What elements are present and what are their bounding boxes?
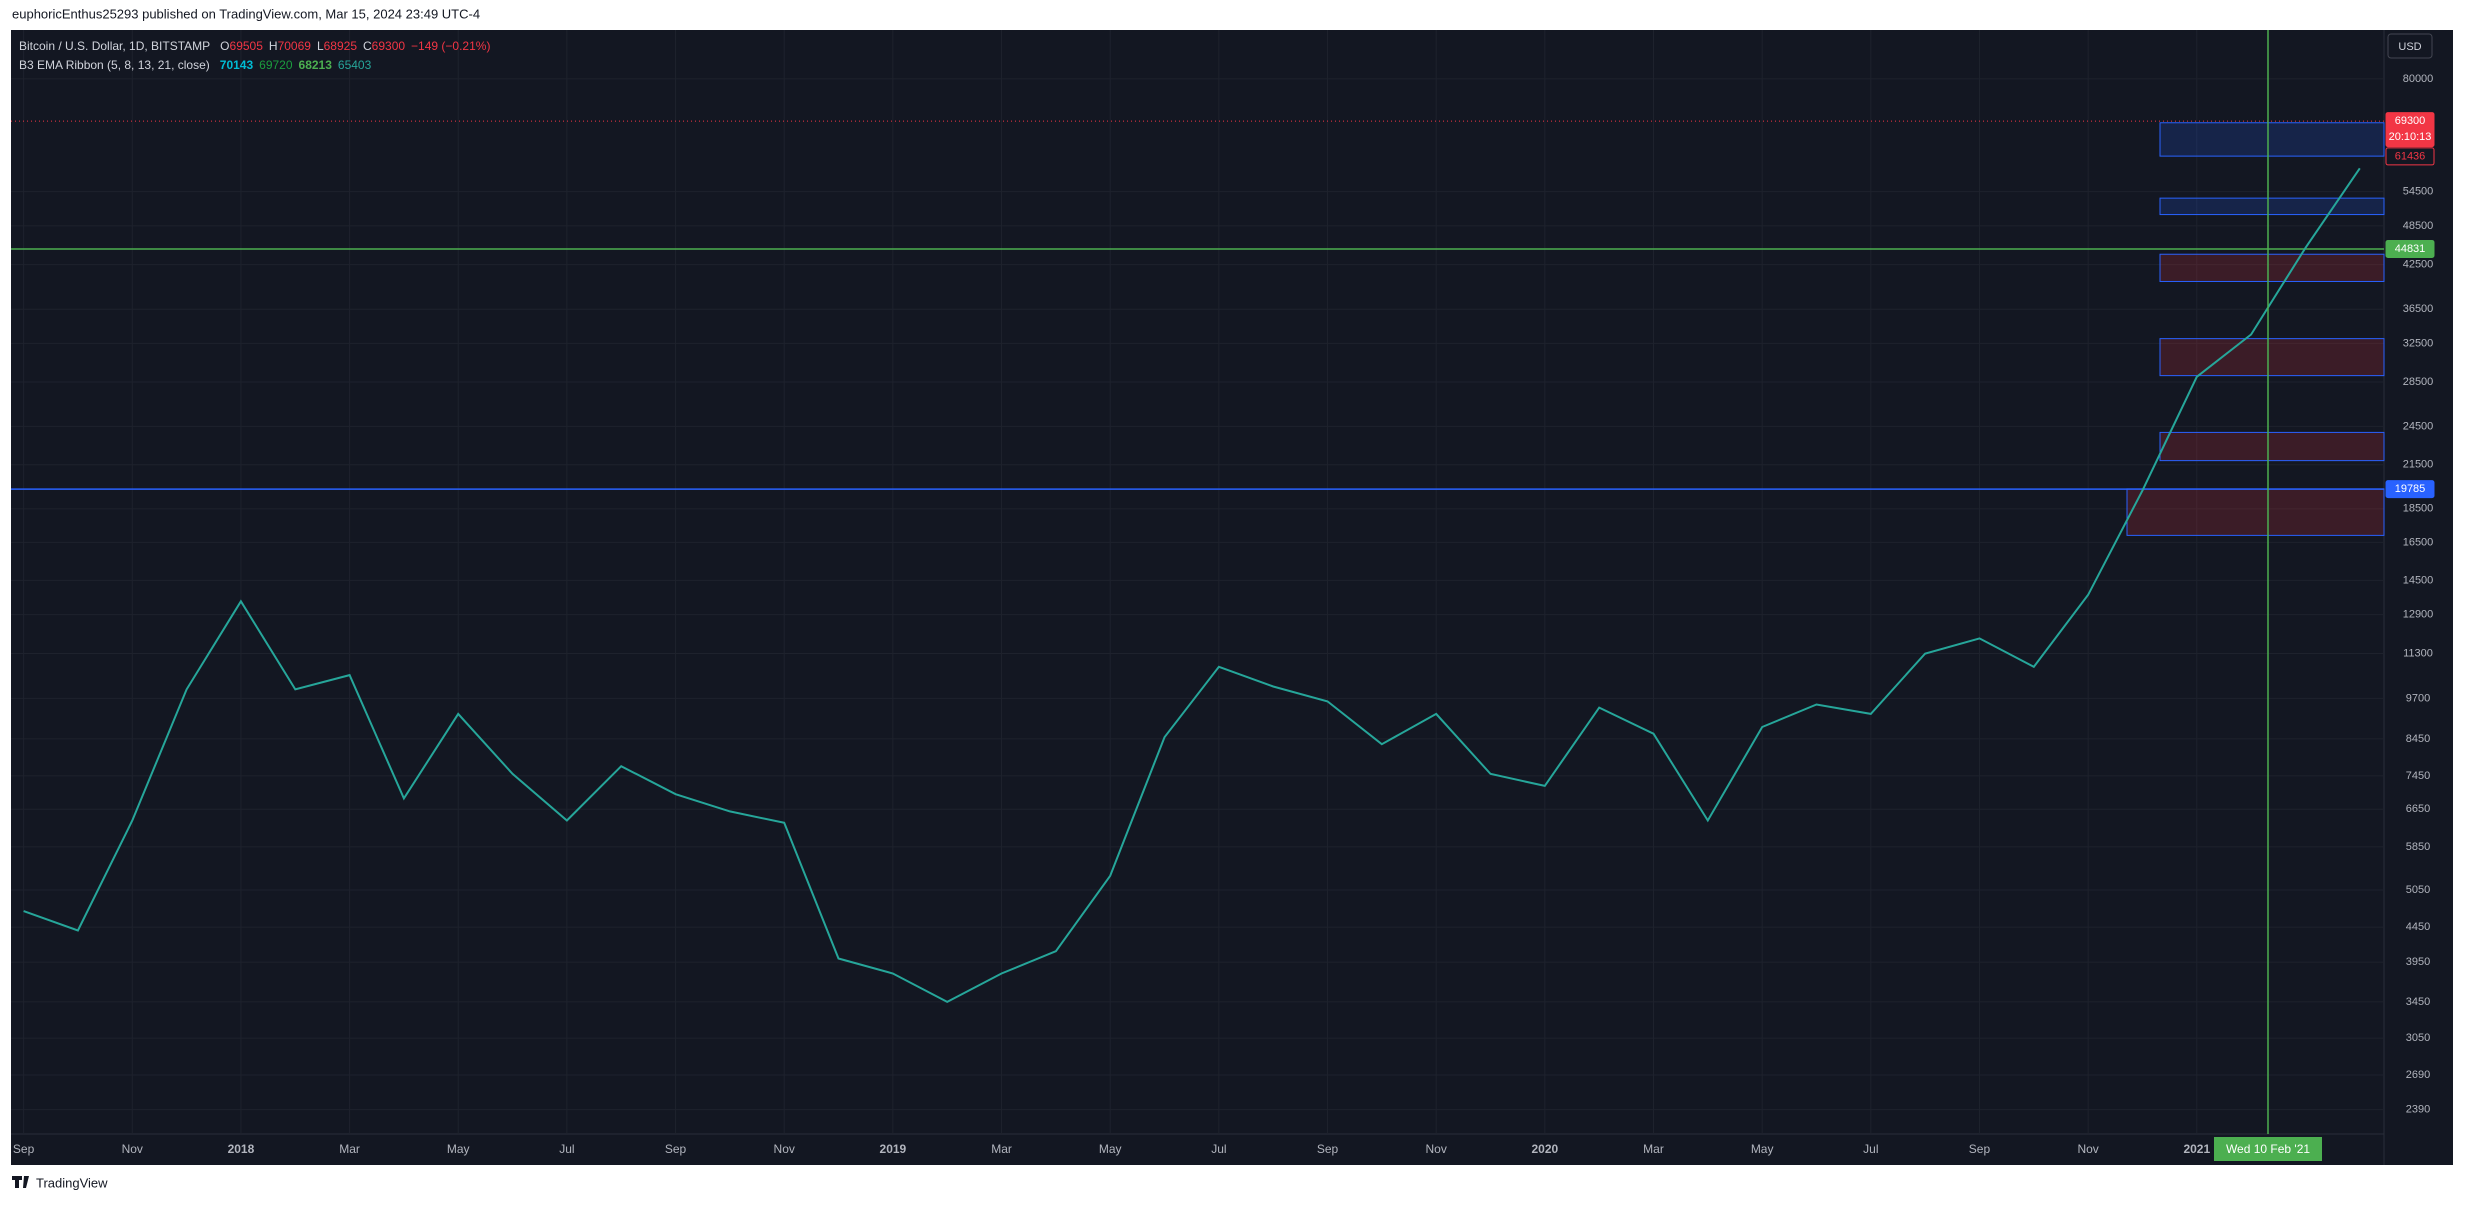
x-tick-label: May xyxy=(1751,1142,1774,1156)
crosshair-label: Wed 10 Feb '21 xyxy=(2226,1142,2310,1156)
zone xyxy=(2159,197,2385,216)
price-label-box xyxy=(2385,147,2435,166)
y-tick-label: 80000 xyxy=(2403,73,2434,85)
price-line xyxy=(23,167,2361,1004)
x-tick-label: Sep xyxy=(1969,1142,1991,1156)
y-tick-label: 3450 xyxy=(2406,996,2430,1008)
x-tick-label: Mar xyxy=(339,1142,360,1156)
currency-box[interactable] xyxy=(2387,33,2433,59)
price-label: 44831 xyxy=(2395,243,2426,255)
zone xyxy=(2159,338,2385,377)
y-tick-label: 2390 xyxy=(2406,1104,2430,1116)
brand: TradingView xyxy=(36,1175,108,1190)
zone xyxy=(2159,253,2385,282)
y-tick-label: 14500 xyxy=(2403,574,2434,586)
y-tick-label: 42500 xyxy=(2403,259,2434,271)
series-name: Bitcoin / U.S. Dollar, 1D, BITSTAMP xyxy=(19,39,210,53)
y-tick-label: 6650 xyxy=(2406,803,2430,815)
x-tick-label: Nov xyxy=(774,1142,795,1156)
x-tick-label: Nov xyxy=(122,1142,143,1156)
ohlc-value: 70069 xyxy=(278,39,312,53)
y-tick-label: 48500 xyxy=(2403,220,2434,232)
zone xyxy=(2159,122,2385,157)
y-tick-label: 54500 xyxy=(2403,186,2434,198)
y-tick-label: 21500 xyxy=(2403,459,2434,471)
x-tick-label: Nov xyxy=(1426,1142,1447,1156)
y-tick-label: 3050 xyxy=(2406,1032,2430,1044)
logo xyxy=(12,1176,29,1188)
ohlc-key: L xyxy=(317,39,324,53)
countdown: 20:10:13 xyxy=(2389,131,2432,143)
x-tick-label: Mar xyxy=(1643,1142,1664,1156)
y-tick-label: 12900 xyxy=(2403,609,2434,621)
x-tick-label: 2020 xyxy=(1531,1142,1558,1156)
x-tick-label: Sep xyxy=(13,1142,35,1156)
price-label: 19785 xyxy=(2395,483,2426,495)
change: −149 (−0.21%) xyxy=(411,39,490,53)
y-tick-label: 8450 xyxy=(2406,733,2430,745)
zone xyxy=(2159,431,2385,462)
indicator-value: 68213 xyxy=(299,58,333,72)
price-label: 69300 xyxy=(2395,115,2426,127)
y-tick-label: 36500 xyxy=(2403,303,2434,315)
price-label-box xyxy=(2385,112,2435,148)
ohlc-key: O xyxy=(220,39,229,53)
x-tick-label: Sep xyxy=(1317,1142,1339,1156)
x-tick-label: Sep xyxy=(665,1142,687,1156)
ohlc-key: H xyxy=(269,39,278,53)
y-tick-label: 3950 xyxy=(2406,956,2430,968)
y-tick-label: 32500 xyxy=(2403,337,2434,349)
publisher: euphoricEnthus25293 published on Trading… xyxy=(12,6,480,21)
x-tick-label: Jul xyxy=(1863,1142,1878,1156)
x-tick-label: Jul xyxy=(1211,1142,1226,1156)
x-tick-label: 2018 xyxy=(228,1142,255,1156)
chart-bg xyxy=(11,30,2453,1165)
indicator-value: 65403 xyxy=(338,58,372,72)
zone xyxy=(2126,488,2385,536)
x-tick-label: Jul xyxy=(559,1142,574,1156)
x-tick-label: May xyxy=(447,1142,470,1156)
price-label-box xyxy=(2385,239,2435,258)
price-label: 61436 xyxy=(2395,150,2426,162)
indicator-name: B3 EMA Ribbon (5, 8, 13, 21, close) xyxy=(19,58,210,72)
indicator-value: 69720 xyxy=(259,58,293,72)
x-tick-label: 2019 xyxy=(880,1142,907,1156)
indicator-value: 70143 xyxy=(220,58,254,72)
y-tick-label: 5850 xyxy=(2406,841,2430,853)
y-tick-label: 16500 xyxy=(2403,536,2434,548)
y-tick-label: 11300 xyxy=(2403,647,2433,659)
y-tick-label: 7450 xyxy=(2406,770,2430,782)
indicator-legend: B3 EMA Ribbon (5, 8, 13, 21, close) 70143… xyxy=(19,58,372,72)
x-tick-label: Mar xyxy=(991,1142,1012,1156)
x-tick-label: 2021 xyxy=(2183,1142,2210,1156)
x-tick-label: May xyxy=(1099,1142,1122,1156)
legend-symbol: Bitcoin / U.S. Dollar, 1D, BITSTAMP O6950… xyxy=(19,39,490,53)
y-tick-label: 18500 xyxy=(2403,503,2434,515)
ohlc-value: 69505 xyxy=(230,39,264,53)
ohlc-value: 69300 xyxy=(372,39,406,53)
y-tick-label: 9700 xyxy=(2406,692,2430,704)
y-tick-label: 2690 xyxy=(2406,1069,2430,1081)
y-tick-label: 28500 xyxy=(2403,376,2434,388)
ohlc-key: C xyxy=(363,39,372,53)
y-tick-label: 5050 xyxy=(2406,884,2430,896)
currency: USD xyxy=(2398,41,2421,53)
y-tick-label: 24500 xyxy=(2403,420,2434,432)
ohlc-value: 68925 xyxy=(324,39,358,53)
y-tick-label: 4450 xyxy=(2406,921,2430,933)
x-tick-label: Nov xyxy=(2077,1142,2098,1156)
crosshair-label-box xyxy=(2214,1137,2322,1161)
price-label-box xyxy=(2385,480,2435,499)
